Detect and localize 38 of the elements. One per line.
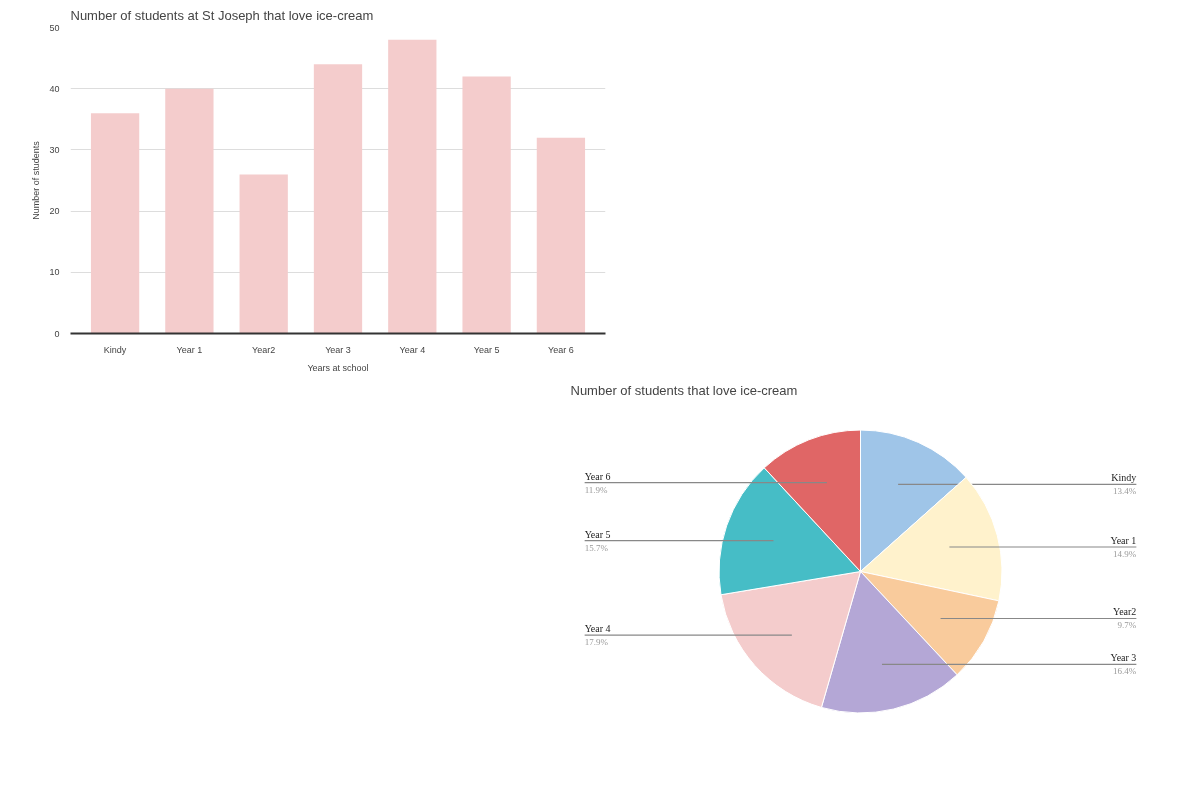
slice-label: Year2: [1112, 606, 1137, 618]
slice-label: Year 5: [584, 528, 611, 540]
data-label: 13.4%: [1113, 486, 1137, 497]
chart-title: Number of students at St Joseph that love ice-cream: [70, 7, 374, 23]
x-tick-label: Year2: [252, 344, 276, 355]
slice-label: Year 6: [584, 470, 611, 482]
y-axis-title: Number of students: [31, 140, 42, 220]
x-tick-label: Year 3: [325, 344, 351, 355]
bar: [313, 64, 363, 334]
slice-label: Year 3: [1110, 652, 1137, 664]
x-tick-label: Year 5: [473, 344, 500, 355]
y-tick-label: 40: [49, 83, 60, 94]
data-label: 15.7%: [584, 542, 609, 553]
x-axis-title: Years at school: [307, 362, 369, 373]
data-label: 16.4%: [1113, 666, 1137, 677]
y-tick-label: 30: [49, 144, 60, 155]
slice-label: Kindy: [1111, 472, 1137, 484]
y-tick-label: 10: [49, 267, 60, 278]
y-tick-label: 50: [49, 22, 60, 33]
bar: [536, 137, 586, 334]
y-tick-label: 0: [54, 328, 60, 339]
bar: [239, 174, 288, 334]
x-tick-label: Year 4: [399, 344, 426, 355]
slice-label: Year 1: [1110, 534, 1137, 546]
data-label: 17.9%: [584, 637, 609, 648]
x-tick-label: Kindy: [103, 344, 127, 355]
slice-label: Year 4: [584, 623, 611, 635]
x-tick-label: Year 1: [176, 344, 203, 355]
data-label: 11.9%: [584, 484, 609, 495]
bar: [388, 39, 437, 334]
chart-title: Number of students that love ice-cream: [570, 382, 798, 398]
x-tick-label: Year 6: [548, 344, 574, 355]
data-label: 9.7%: [1117, 620, 1137, 631]
data-label: 14.9%: [1113, 548, 1137, 559]
y-tick-label: 20: [49, 206, 60, 217]
bar: [462, 76, 511, 334]
bar: [165, 88, 214, 334]
bar: [90, 113, 140, 334]
